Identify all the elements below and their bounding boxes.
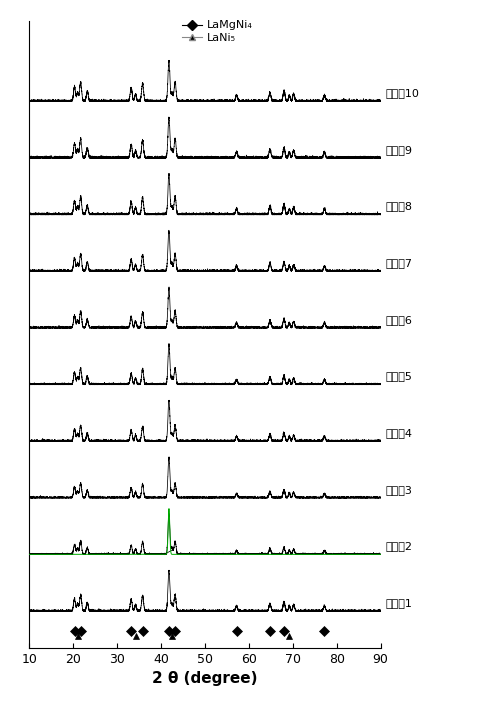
Text: 实施兦1: 实施兦1 — [385, 598, 412, 608]
Text: 实施兦8: 实施兦8 — [385, 201, 412, 211]
Text: 实施兦5: 实施兦5 — [385, 372, 412, 382]
Text: 实施兦4: 实施兦4 — [385, 428, 412, 438]
X-axis label: 2 θ (degree): 2 θ (degree) — [152, 671, 258, 686]
Text: 实施兦9: 实施兦9 — [385, 145, 412, 155]
Text: 实施兦7: 实施兦7 — [385, 258, 412, 268]
Text: 实施兦2: 实施兦2 — [385, 541, 412, 551]
Text: 实施畦10: 实施畦10 — [385, 88, 419, 98]
Text: 实施兦3: 实施兦3 — [385, 485, 412, 495]
Legend: LaMgNi₄, LaNi₅: LaMgNi₄, LaNi₅ — [183, 20, 253, 43]
Text: 实施兦6: 实施兦6 — [385, 315, 412, 325]
